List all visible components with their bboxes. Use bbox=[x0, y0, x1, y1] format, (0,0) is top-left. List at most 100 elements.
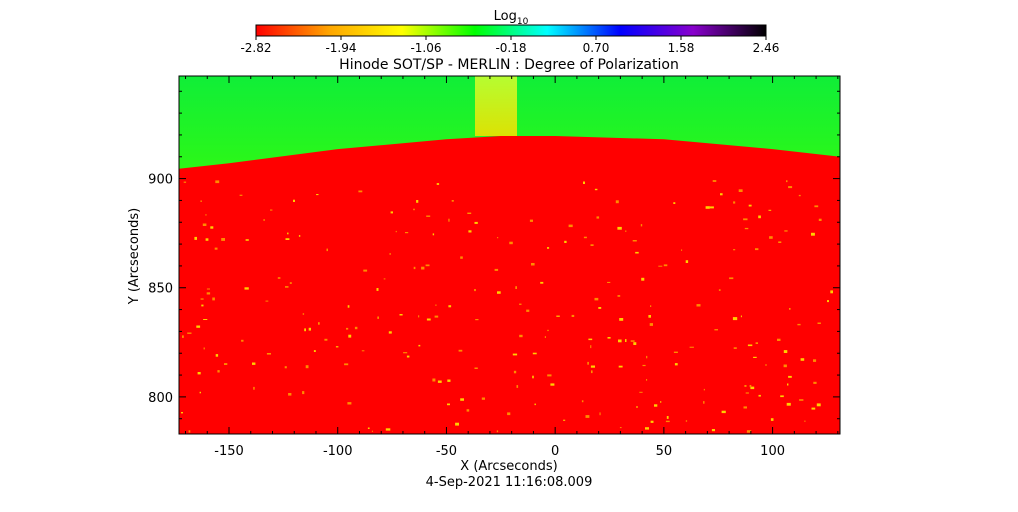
magnetic-feature bbox=[705, 206, 710, 209]
magnetic-feature bbox=[287, 232, 289, 235]
magnetic-feature bbox=[709, 206, 714, 209]
magnetic-feature bbox=[214, 247, 218, 250]
magnetic-feature bbox=[617, 226, 622, 230]
magnetic-feature bbox=[813, 381, 817, 384]
magnetic-feature bbox=[811, 407, 816, 410]
magnetic-feature bbox=[529, 219, 533, 222]
magnetic-feature bbox=[532, 375, 534, 379]
magnetic-feature bbox=[305, 365, 309, 369]
magnetic-feature bbox=[703, 401, 705, 404]
colorbar-tick-label: 2.46 bbox=[753, 41, 780, 55]
magnetic-feature bbox=[744, 385, 747, 387]
magnetic-feature bbox=[674, 363, 678, 366]
magnetic-feature bbox=[778, 241, 782, 243]
colorbar-gradient bbox=[255, 24, 767, 37]
magnetic-feature bbox=[324, 338, 328, 341]
magnetic-feature bbox=[607, 337, 611, 339]
magnetic-feature bbox=[547, 329, 549, 332]
magnetic-feature bbox=[363, 269, 368, 272]
magnetic-feature bbox=[405, 232, 409, 234]
magnetic-feature bbox=[619, 427, 622, 429]
magnetic-feature bbox=[818, 218, 822, 221]
magnetic-feature bbox=[798, 194, 801, 197]
magnetic-feature bbox=[639, 391, 643, 393]
magnetic-feature bbox=[534, 403, 536, 406]
magnetic-feature bbox=[244, 287, 249, 290]
magnetic-feature bbox=[633, 342, 637, 345]
magnetic-feature bbox=[389, 253, 391, 255]
magnetic-feature bbox=[497, 237, 499, 239]
magnetic-feature bbox=[547, 374, 552, 377]
magnetic-feature bbox=[618, 339, 622, 343]
magnetic-feature bbox=[390, 211, 393, 214]
magnetic-feature bbox=[645, 427, 649, 430]
magnetic-feature bbox=[200, 200, 202, 202]
magnetic-feature bbox=[666, 416, 669, 419]
magnetic-feature bbox=[436, 183, 440, 185]
magnetic-feature bbox=[585, 415, 590, 418]
magnetic-feature bbox=[448, 218, 450, 222]
magnetic-feature bbox=[203, 319, 208, 320]
magnetic-feature bbox=[426, 318, 431, 321]
magnetic-feature bbox=[641, 277, 645, 281]
magnetic-feature bbox=[744, 227, 749, 230]
magnetic-feature bbox=[750, 386, 755, 390]
magnetic-feature bbox=[494, 268, 499, 271]
magnetic-feature bbox=[745, 392, 749, 394]
magnetic-feature bbox=[599, 412, 601, 416]
magnetic-feature bbox=[432, 233, 435, 236]
x-tick-label: 50 bbox=[656, 444, 673, 459]
magnetic-feature bbox=[784, 230, 788, 232]
magnetic-feature bbox=[816, 403, 821, 407]
magnetic-feature bbox=[460, 256, 463, 259]
magnetic-feature bbox=[434, 315, 439, 318]
magnetic-feature bbox=[383, 278, 386, 280]
magnetic-feature bbox=[607, 281, 611, 283]
magnetic-feature bbox=[253, 386, 255, 390]
magnetic-feature bbox=[221, 238, 225, 241]
magnetic-feature bbox=[515, 286, 517, 289]
magnetic-feature bbox=[596, 216, 600, 219]
magnetic-feature bbox=[799, 399, 804, 401]
colorbar-ticks: -2.82 -1.94 -1.06 -0.18 0.70 1.58 2.46 bbox=[240, 36, 779, 55]
magnetic-feature bbox=[814, 205, 819, 208]
magnetic-feature bbox=[787, 383, 789, 386]
magnetic-feature bbox=[755, 342, 758, 344]
magnetic-feature bbox=[466, 409, 470, 412]
colorbar-tick-label: 0.70 bbox=[583, 41, 610, 55]
timestamp: 4-Sep-2021 11:16:08.009 bbox=[426, 475, 593, 490]
magnetic-feature bbox=[811, 232, 815, 236]
magnetic-feature bbox=[224, 363, 228, 365]
magnetic-feature bbox=[583, 181, 585, 184]
x-tick-label: -50 bbox=[436, 444, 457, 459]
magnetic-feature bbox=[740, 315, 742, 318]
magnetic-feature bbox=[714, 329, 718, 331]
magnetic-feature bbox=[748, 204, 752, 207]
magnetic-feature bbox=[571, 314, 575, 317]
magnetic-feature bbox=[733, 347, 737, 349]
magnetic-feature bbox=[648, 315, 651, 318]
magnetic-feature bbox=[594, 297, 599, 301]
magnetic-feature bbox=[206, 288, 210, 290]
magnetic-feature bbox=[729, 277, 734, 280]
magnetic-feature bbox=[786, 402, 791, 406]
magnetic-feature bbox=[556, 315, 560, 317]
magnetic-feature bbox=[780, 395, 784, 398]
magnetic-feature bbox=[413, 266, 416, 270]
magnetic-feature bbox=[720, 193, 723, 196]
x-axis-ticks: -150 -100 -50 0 50 100 bbox=[185, 76, 839, 459]
magnetic-feature bbox=[550, 383, 555, 386]
colorbar-tick-label: 1.58 bbox=[668, 41, 695, 55]
x-tick-label: 100 bbox=[760, 444, 785, 459]
magnetic-feature bbox=[615, 200, 619, 204]
magnetic-feature bbox=[830, 290, 833, 294]
magnetic-feature bbox=[618, 365, 623, 368]
magnetic-feature bbox=[625, 339, 627, 342]
magnetic-feature bbox=[635, 251, 639, 254]
magnetic-feature bbox=[594, 188, 598, 191]
magnetic-feature bbox=[827, 300, 829, 303]
magnetic-feature bbox=[512, 353, 518, 356]
magnetic-feature bbox=[649, 323, 653, 326]
magnetic-feature bbox=[265, 300, 269, 302]
colorbar-title: Log10 bbox=[494, 9, 529, 27]
